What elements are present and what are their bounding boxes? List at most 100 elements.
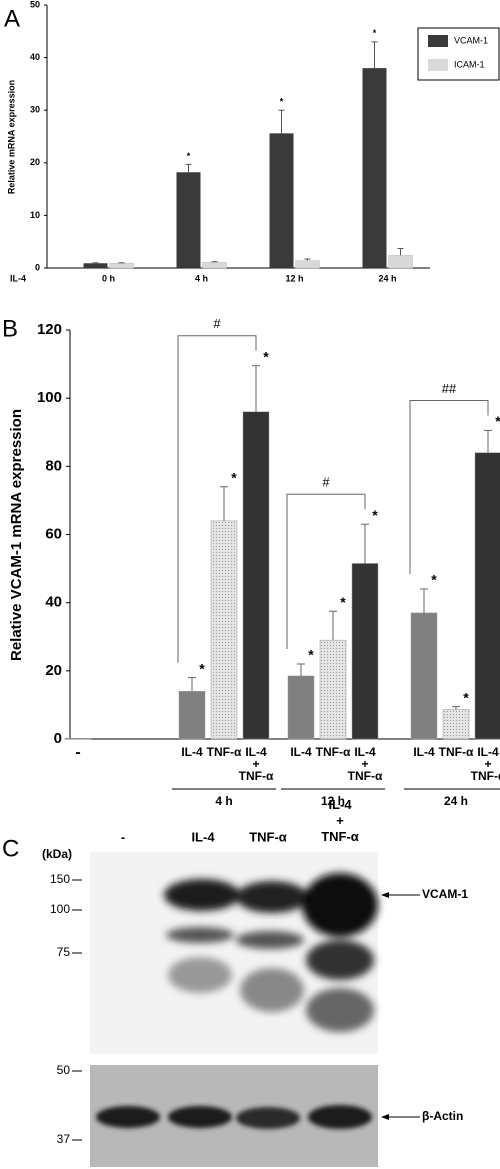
error-bar — [220, 486, 228, 521]
y-tick-label: 80 — [45, 457, 62, 474]
y-tick-label: 60 — [45, 525, 62, 542]
bar — [319, 639, 347, 740]
x-tick-label-line: + — [484, 757, 491, 771]
legend-label: VCAM-1 — [454, 35, 488, 45]
legend-swatch — [428, 59, 448, 71]
error-bar — [361, 523, 369, 564]
significance-marker: * — [199, 660, 205, 676]
x-tick-label-line: TNF-α — [239, 769, 274, 783]
panel-letter: B — [2, 315, 18, 342]
panel-b: B Relative VCAM-1 mRNA expression 0 20 40 6… — [2, 315, 500, 808]
bar — [83, 263, 108, 268]
panel-letter: C — [2, 835, 19, 862]
legend-swatch — [428, 35, 448, 47]
size-marker-label: 75 — [57, 945, 71, 959]
size-marker-label: 150 — [50, 872, 70, 886]
lane-label: IL-4 — [191, 829, 215, 844]
error-bar — [92, 262, 99, 264]
bar — [295, 260, 320, 269]
group-label: 4 h — [215, 794, 232, 808]
x-tick-label-line: IL-4 — [354, 745, 376, 759]
y-tick-label: 20 — [45, 662, 62, 679]
x-tick-label: IL-4 — [181, 745, 203, 759]
error-bar — [297, 663, 305, 676]
bar — [178, 691, 206, 740]
x-tick-label: IL-4+TNF-α — [471, 745, 500, 783]
error-bar — [329, 610, 337, 641]
size-marker-label: 100 — [50, 902, 70, 916]
significance-marker: * — [372, 507, 378, 523]
error-bar — [420, 588, 428, 613]
x-tick-label: - — [75, 744, 80, 761]
group-label: 12 h — [321, 794, 345, 808]
significance-marker: * — [463, 689, 469, 705]
y-axis-label: Relative mRNA expression — [6, 80, 16, 194]
error-bar — [278, 109, 285, 134]
significance-marker: * — [187, 151, 191, 161]
error-bar — [118, 262, 125, 264]
bar — [351, 563, 379, 740]
x-tick-label-line: + — [361, 757, 368, 771]
bracket — [177, 335, 257, 663]
lane-label-line: IL-4 — [328, 797, 352, 812]
bracket — [286, 493, 366, 650]
panel-c: C (kDa) VCAM-1 β-Actin - IL-4 TNF-αIL-4 + TN… — [2, 797, 468, 1167]
significance-marker: * — [431, 572, 437, 588]
error-bar — [211, 261, 218, 263]
x-tick-label-line: TNF-α — [348, 769, 383, 783]
bar — [202, 261, 227, 269]
panel-letter: A — [4, 5, 20, 32]
x-tick-label-line: IL-4 — [477, 745, 499, 759]
error-bar — [452, 706, 460, 710]
bracket — [409, 400, 489, 575]
significance-marker: * — [280, 97, 284, 107]
y-tick-label: 50 — [30, 0, 40, 9]
size-marker-label: 50 — [57, 1063, 71, 1077]
error-bar — [371, 41, 378, 69]
significance-marker: * — [231, 469, 237, 485]
error-bar — [484, 430, 492, 453]
bar — [388, 255, 413, 269]
bar — [176, 172, 201, 268]
x-tick-label-line: IL-4 — [245, 745, 267, 759]
x-tick-label: 0 h — [102, 273, 115, 283]
bar — [269, 133, 294, 268]
significance-marker: * — [263, 348, 269, 364]
bracket-label: # — [213, 316, 221, 331]
y-tick-label: 0 — [54, 730, 62, 747]
panel-a: A Relative mRNA expression IL-4 0 10 20 30 4… — [4, 0, 500, 283]
y-tick-label: 40 — [45, 594, 62, 611]
bracket-label: ## — [442, 381, 457, 396]
bar — [64, 738, 92, 740]
size-marker-label: 37 — [57, 1132, 71, 1146]
x-tick-label: 4 h — [195, 273, 208, 283]
x-tick-label-line: + — [252, 757, 259, 771]
y-tick-label: 120 — [37, 321, 62, 338]
y-tick-label: 10 — [30, 210, 40, 220]
error-bar — [397, 248, 404, 256]
significance-marker: * — [308, 647, 314, 663]
bar — [410, 612, 438, 740]
x-tick-label: TNF-α — [316, 745, 351, 759]
band-label: β-Actin — [422, 1109, 463, 1123]
bar — [109, 263, 134, 269]
group-label: 24 h — [444, 794, 468, 808]
x-tick-label: IL-4+TNF-α — [348, 745, 383, 783]
x-tick-label: TNF-α — [439, 745, 474, 759]
lane-label: - — [121, 829, 125, 844]
unit-label: (kDa) — [42, 847, 72, 861]
arrow-head — [381, 892, 389, 898]
error-bar — [252, 365, 260, 412]
x-axis-label: IL-4 — [10, 273, 26, 283]
bar — [210, 520, 238, 740]
x-tick-label: IL-4 — [413, 745, 435, 759]
bracket-label: # — [322, 475, 330, 490]
lane-label: TNF-α — [249, 829, 287, 844]
significance-marker: * — [340, 594, 346, 610]
y-tick-label: 100 — [37, 389, 62, 406]
x-tick-label: 12 h — [285, 273, 303, 283]
error-bar — [185, 163, 192, 173]
actin-bands — [96, 1105, 372, 1129]
bar — [242, 411, 270, 740]
